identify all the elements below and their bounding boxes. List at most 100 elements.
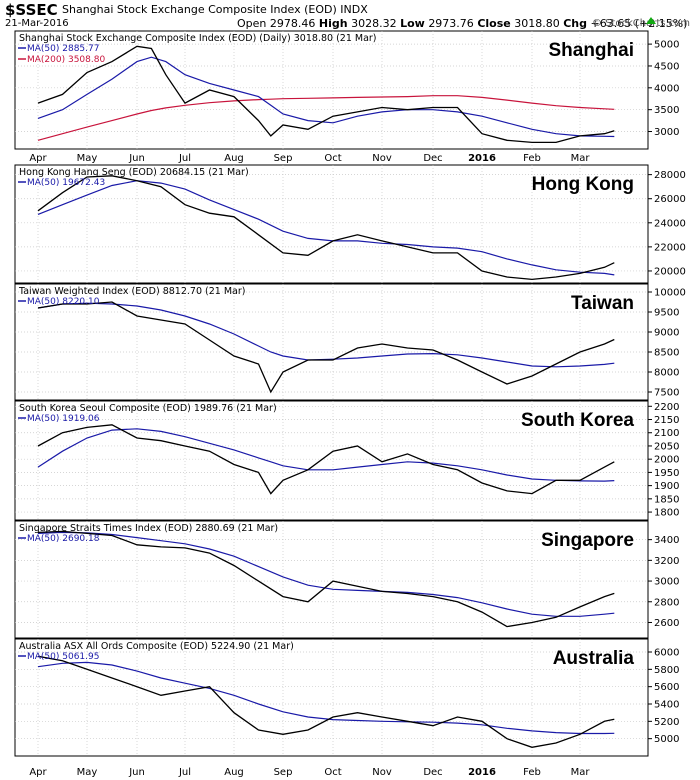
- y-tick-label: 10000: [654, 288, 686, 299]
- quote-summary: Open 2978.46 High 3028.32 Low 2973.76 Cl…: [237, 17, 688, 30]
- ma200-line: [37, 95, 615, 141]
- panel-title: Singapore Straits Times Index (EOD) 2880…: [19, 523, 278, 534]
- panel-frame: [14, 638, 649, 757]
- y-tick-label: 1800: [654, 508, 679, 519]
- x-month-label: Nov: [372, 153, 392, 164]
- panel-title: Hong Kong Hang Seng (EOD) 20684.15 (21 M…: [19, 167, 249, 178]
- legend-entry: MA(50) 19672.43: [27, 178, 105, 188]
- panel-frame: [14, 164, 649, 284]
- y-tick-label: 5200: [654, 717, 679, 728]
- y-tick-label: 9500: [654, 308, 679, 319]
- x-month-label: Feb: [523, 153, 541, 164]
- x-month-label: May: [77, 767, 98, 778]
- y-tick-label: 3000: [654, 127, 679, 138]
- y-tick-label: 24000: [654, 218, 686, 229]
- x-month-label: Oct: [324, 153, 341, 164]
- y-tick-label: 6000: [654, 648, 679, 659]
- y-tick-label: 2800: [654, 597, 679, 608]
- x-month-label: Nov: [372, 767, 392, 778]
- legend-entry: MA(50) 2690.18: [27, 534, 100, 544]
- y-tick-label: 2000: [654, 455, 679, 466]
- panel-5: [14, 638, 652, 757]
- y-tick-label: 28000: [654, 170, 686, 181]
- x-month-label: Oct: [324, 767, 341, 778]
- y-tick-label: 5000: [654, 734, 679, 745]
- x-month-label: Dec: [423, 767, 442, 778]
- x-month-label: Aug: [224, 767, 244, 778]
- y-tick-label: 20000: [654, 266, 686, 277]
- region-label: Shanghai: [548, 40, 634, 61]
- x-month-label: Jun: [128, 153, 145, 164]
- panel-frame: [14, 400, 649, 521]
- panel-frame: [14, 30, 649, 150]
- x-month-label: Feb: [523, 767, 541, 778]
- high-value: 3028.32: [351, 17, 397, 30]
- x-month-label: Jul: [178, 767, 191, 778]
- ma50-line: [37, 56, 615, 138]
- region-label: Taiwan: [571, 293, 634, 314]
- y-tick-label: 1850: [654, 494, 679, 505]
- legend-entry: MA(50) 2885.77: [27, 44, 99, 54]
- close-value: 3018.80: [514, 17, 560, 30]
- exchange-code: INDX: [340, 3, 368, 16]
- y-tick-label: 5800: [654, 665, 679, 676]
- change-value: +63.65 (+2.15%): [590, 17, 688, 30]
- legend-entry: MA(50) 5061.95: [27, 652, 99, 662]
- y-tick-label: 2200: [654, 402, 679, 413]
- ma50-line: [37, 428, 615, 482]
- stockcharts-brand: © StockCharts.com: [591, 18, 690, 29]
- ticker-symbol: $SSEC: [5, 1, 58, 19]
- panel-frame: [14, 283, 649, 401]
- x-month-label: 2016: [468, 767, 496, 778]
- price-line: [37, 655, 615, 748]
- chart-header: $SSEC Shanghai Stock Exchange Composite …: [0, 0, 700, 30]
- panel-2: [14, 283, 652, 401]
- y-tick-label: 8500: [654, 348, 679, 359]
- panel-3: [14, 400, 652, 521]
- y-tick-label: 7500: [654, 388, 679, 399]
- price-line: [37, 530, 615, 628]
- y-tick-label: 4000: [654, 83, 679, 94]
- region-label: Hong Kong: [532, 174, 634, 195]
- legend-entry: MA(200) 3508.80: [27, 55, 105, 65]
- price-line: [37, 45, 615, 144]
- panel-title: Australia ASX All Ords Composite (EOD) 5…: [19, 641, 294, 652]
- ma50-line: [37, 531, 615, 617]
- ma50-line: [37, 302, 615, 368]
- x-month-label: Dec: [423, 153, 442, 164]
- y-tick-label: 3400: [654, 535, 679, 546]
- y-tick-label: 4500: [654, 61, 679, 72]
- x-month-label: Jun: [128, 767, 145, 778]
- x-month-label: Apr: [29, 767, 47, 778]
- y-tick-label: 1950: [654, 468, 679, 479]
- x-month-label: Sep: [274, 767, 293, 778]
- y-tick-label: 2100: [654, 428, 679, 439]
- y-tick-label: 9000: [654, 328, 679, 339]
- panel-title: South Korea Seoul Composite (EOD) 1989.7…: [19, 403, 277, 414]
- legend-entry: MA(50) 8220.10: [27, 297, 100, 307]
- y-tick-label: 2150: [654, 415, 679, 426]
- region-label: Australia: [553, 648, 635, 669]
- x-month-label: Jul: [178, 153, 191, 164]
- x-month-label: Apr: [29, 153, 47, 164]
- index-name: Shanghai Stock Exchange Composite Index …: [62, 3, 337, 16]
- y-tick-label: 8000: [654, 368, 679, 379]
- y-tick-label: 5400: [654, 700, 679, 711]
- x-month-label: Aug: [224, 153, 244, 164]
- x-month-label: May: [77, 153, 98, 164]
- y-tick-label: 3200: [654, 556, 679, 567]
- panel-4: [14, 520, 652, 639]
- ma50-line: [37, 661, 615, 735]
- panel-title: Shanghai Stock Exchange Composite Index …: [19, 33, 377, 44]
- x-month-label: Mar: [571, 767, 591, 778]
- x-month-label: Mar: [571, 153, 591, 164]
- y-tick-label: 26000: [654, 194, 686, 205]
- y-tick-label: 2050: [654, 441, 679, 452]
- price-line: [37, 175, 615, 281]
- y-tick-label: 2600: [654, 618, 679, 629]
- region-label: South Korea: [521, 410, 634, 431]
- quote-date: 21-Mar-2016: [5, 18, 69, 29]
- y-tick-label: 5000: [654, 40, 679, 51]
- y-tick-label: 3000: [654, 577, 679, 588]
